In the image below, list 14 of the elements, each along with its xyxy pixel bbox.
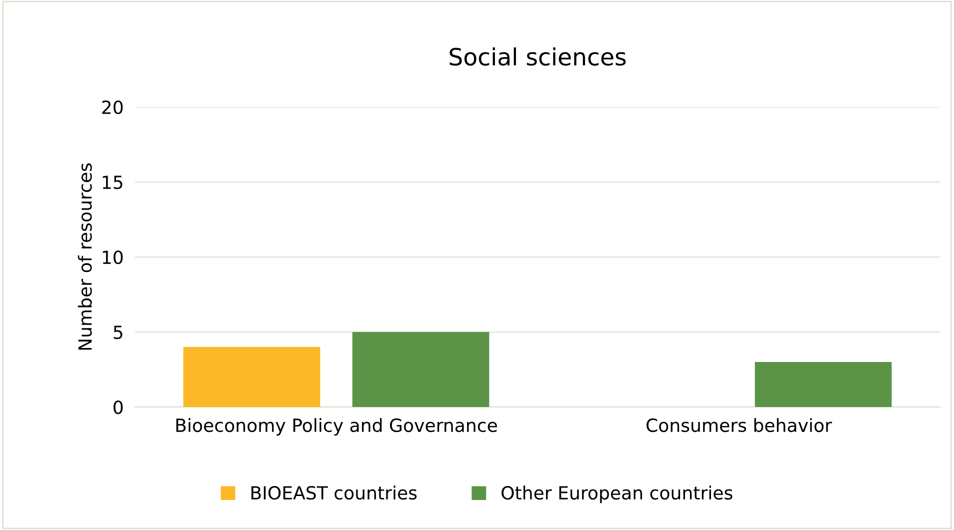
y-tick-label: 20	[102, 100, 123, 114]
x-tick-label: Bioeconomy Policy and Governance	[176, 418, 497, 436]
y-tick-label: 0	[114, 400, 123, 414]
x-tick-label: Consumers behavior	[646, 418, 832, 432]
chart-title: Social sciences	[450, 47, 626, 66]
legend-label: BIOEAST countries	[251, 486, 417, 500]
bar	[183, 347, 320, 407]
bar	[352, 332, 490, 407]
y-tick-label: 5	[114, 326, 122, 340]
y-tick-label: 15	[102, 176, 122, 190]
legend-label: Other European countries	[502, 486, 732, 504]
bar	[754, 362, 892, 407]
y-tick-label: 10	[102, 250, 123, 264]
y-axis-title: Number of resources	[78, 163, 92, 350]
